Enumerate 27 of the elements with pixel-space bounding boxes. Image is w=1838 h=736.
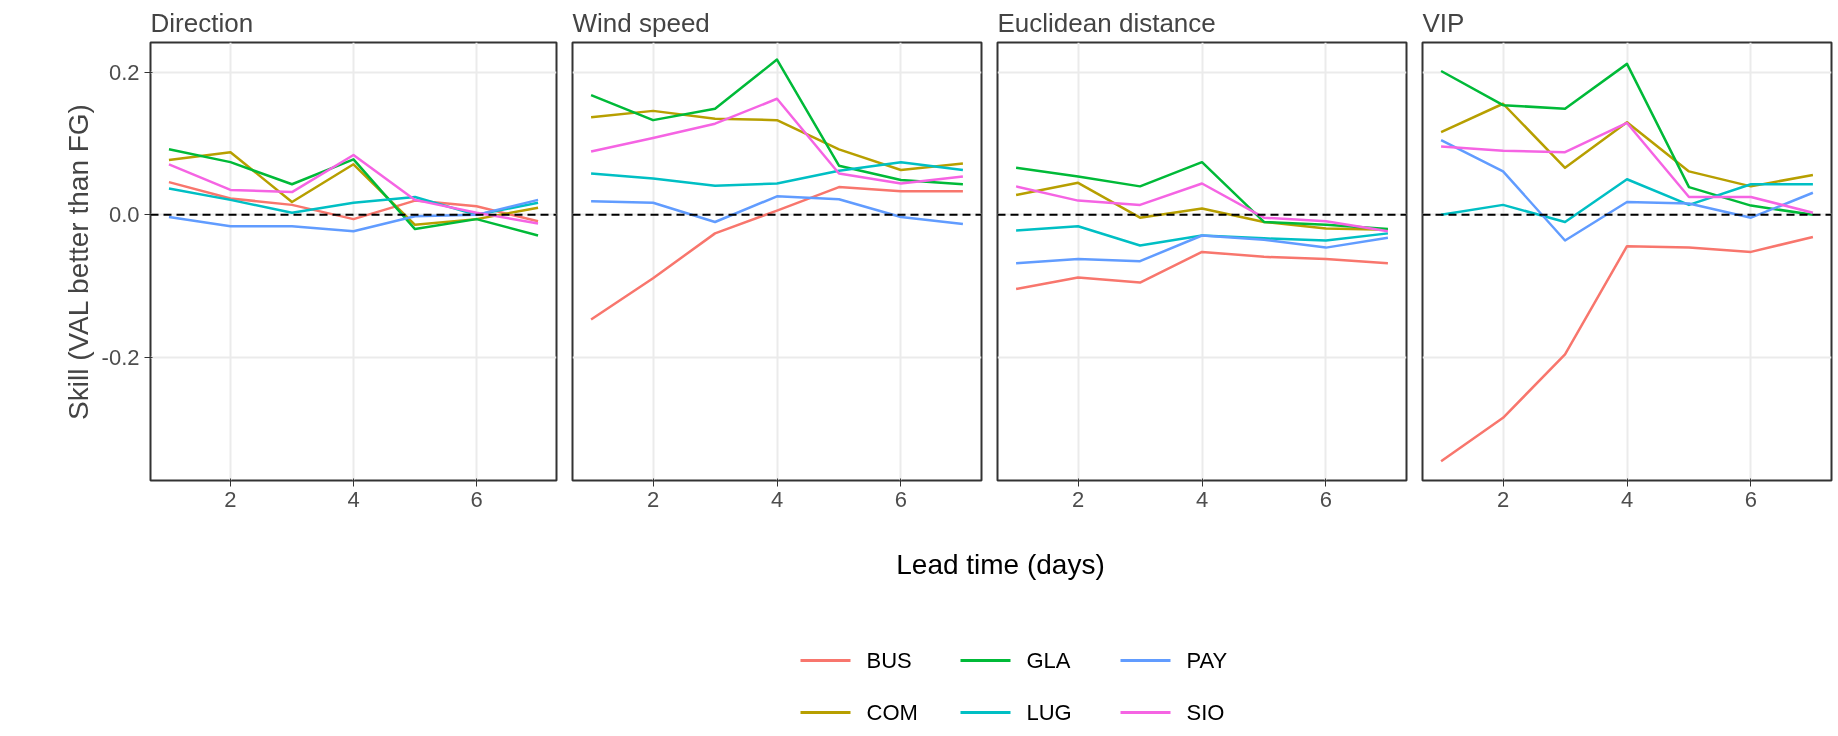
x-tick-label: 2 [1496, 486, 1510, 512]
legend-label: BUS [866, 648, 912, 673]
x-tick-label: 2 [1071, 486, 1085, 512]
legend-label: COM [866, 700, 918, 725]
x-tick-label: 2 [646, 486, 660, 512]
x-tick-label: 6 [1744, 486, 1758, 512]
legend-label: LUG [1026, 700, 1072, 725]
x-tick-label: 6 [894, 486, 908, 512]
x-tick-label: 2 [224, 486, 237, 512]
legend-label: GLA [1026, 648, 1071, 673]
x-tick-label: 4 [770, 486, 784, 512]
y-axis-title: Skill (VAL better than FG) [62, 104, 94, 420]
legend-label: PAY [1186, 648, 1228, 673]
chart-title: VIP [1422, 7, 1465, 38]
x-axis-title: Lead time (days) [896, 548, 1105, 580]
legend-label: SIO [1186, 700, 1225, 725]
x-tick-label: 4 [1195, 486, 1209, 512]
chart-title: Direction [150, 7, 254, 38]
y-tick-label: -0.2 [101, 344, 140, 370]
chart-title: Wind speed [572, 7, 710, 38]
y-tick-label: 0.2 [108, 59, 140, 85]
x-tick-label: 4 [347, 486, 360, 512]
x-tick-label: 4 [1620, 486, 1634, 512]
y-tick-label: 0.0 [108, 202, 140, 228]
x-tick-label: 6 [470, 486, 483, 512]
chart-title: Euclidean distance [997, 7, 1216, 38]
x-tick-label: 6 [1319, 486, 1333, 512]
